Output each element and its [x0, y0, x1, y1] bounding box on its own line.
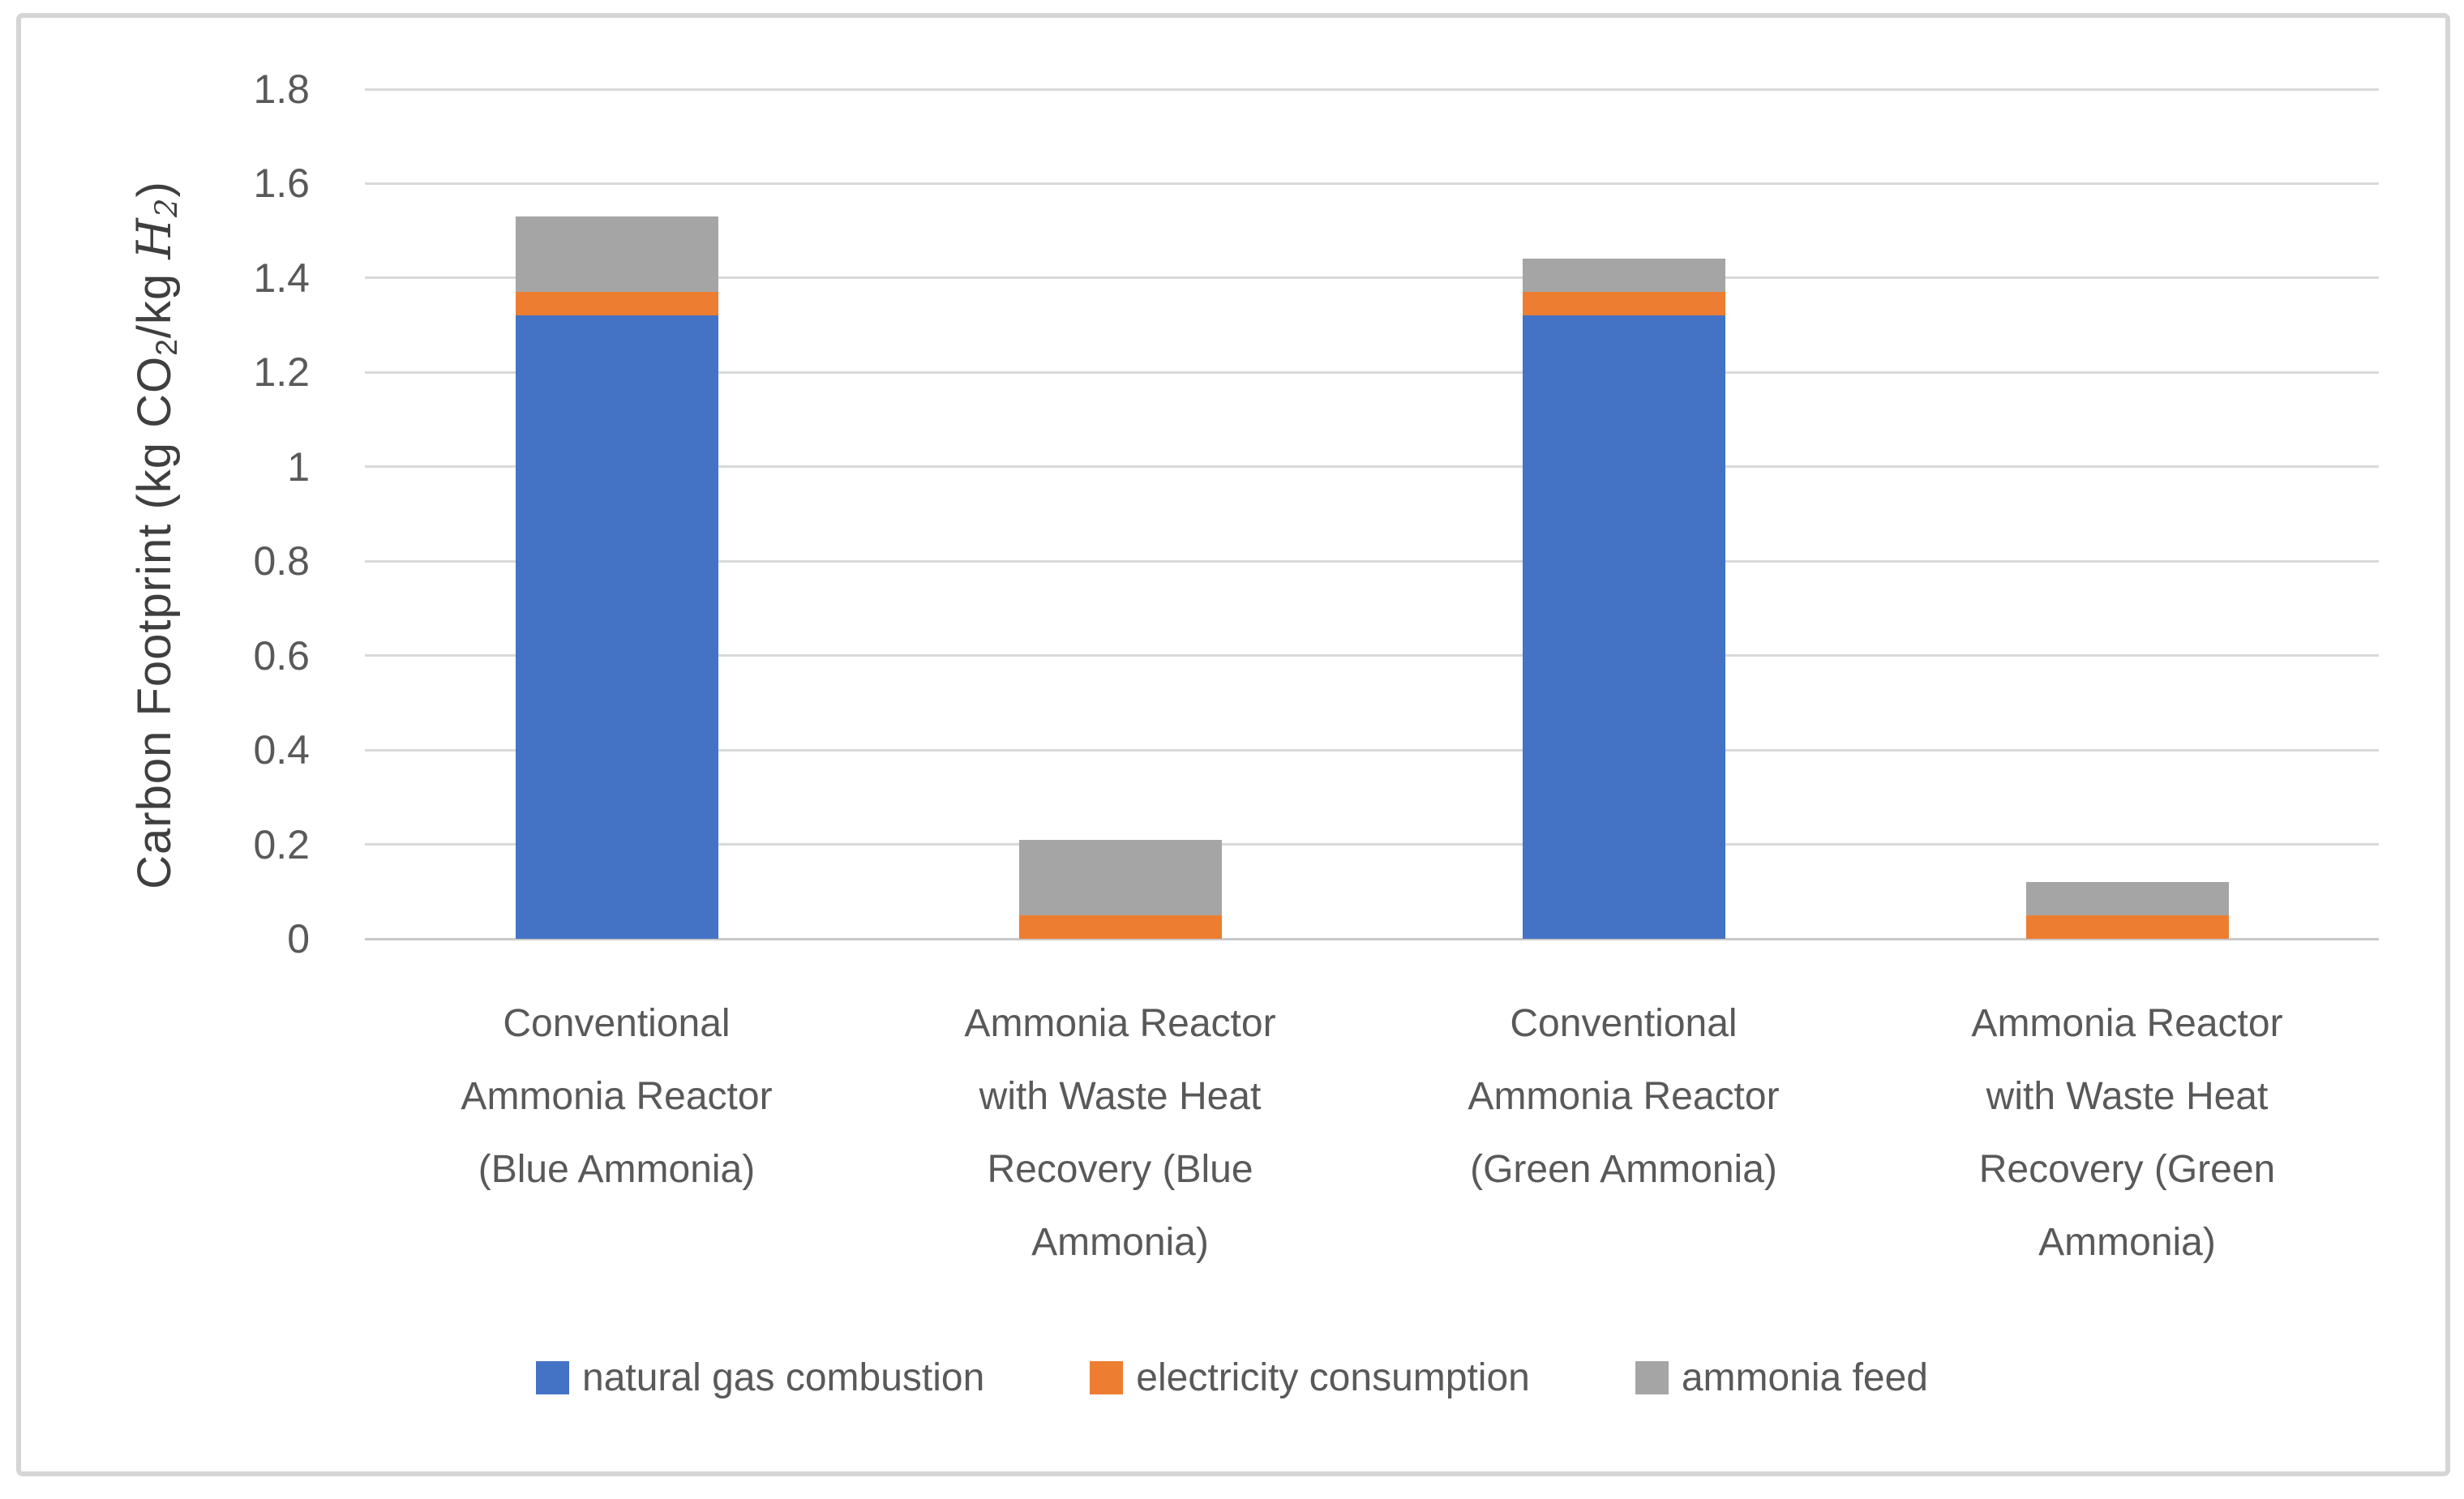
legend-item-electricity-consumption: electricity consumption — [1090, 1356, 1530, 1400]
gridline — [365, 560, 2379, 563]
bar-segment-natural-gas-combustion-cat3 — [1523, 315, 1725, 939]
x-axis-line — [365, 938, 2379, 940]
gridline — [365, 276, 2379, 279]
bar-segment-natural-gas-combustion-cat1 — [516, 315, 718, 939]
bar-segment-electricity-consumption-cat3 — [1523, 292, 1725, 315]
category-label-line: (Blue Ammonia) — [478, 1148, 756, 1191]
category-label-line: (Green Ammonia) — [1470, 1148, 1777, 1191]
y-tick-label: 0.6 — [253, 632, 310, 679]
gridline — [365, 465, 2379, 468]
category-label: Ammonia Reactor with Waste Heat Recovery (… — [868, 987, 1372, 1279]
category-label-line: Ammonia Reactor — [1468, 1075, 1780, 1118]
y-tick-label: 1.8 — [253, 66, 310, 112]
category-label: Ammonia Reactor with Waste Heat Recovery (… — [1875, 987, 2379, 1279]
gridline — [365, 88, 2379, 91]
y-tick-label: 0.8 — [253, 538, 310, 585]
category-label: Conventional Ammonia Reactor (Blue Ammonia… — [365, 987, 868, 1279]
category-label-line: with Waste Heat — [979, 1075, 1262, 1118]
x-axis-labels: Conventional Ammonia Reactor (Blue Ammonia… — [365, 987, 2379, 1279]
gridline — [365, 749, 2379, 752]
y-tick-label: 1.4 — [253, 255, 310, 301]
bar-segment-ammonia-feed-cat1 — [516, 216, 718, 292]
y-tick-label: 0.4 — [253, 727, 310, 773]
category-label-line: Ammonia Reactor — [964, 1002, 1276, 1045]
gridline — [365, 654, 2379, 657]
y-tick-label: 1.6 — [253, 161, 310, 207]
chart-outer-border — [16, 13, 2450, 1476]
category-label-line: Conventional — [1510, 1002, 1738, 1045]
category-label-line: Ammonia Reactor — [1971, 1002, 2283, 1045]
gridline — [365, 371, 2379, 374]
category-label-line: Recovery (Green — [1978, 1148, 2276, 1191]
plot-area — [365, 88, 2379, 940]
legend-label: electricity consumption — [1136, 1356, 1530, 1399]
category-label-line: Ammonia) — [2038, 1221, 2216, 1264]
legend-label: natural gas combustion — [582, 1356, 985, 1399]
legend: natural gas combustion electricity consum… — [0, 1356, 2464, 1400]
bar-segment-ammonia-feed-cat3 — [1523, 259, 1725, 292]
bar-segment-electricity-consumption-cat2 — [1019, 915, 1222, 939]
legend-swatch-icon — [536, 1361, 569, 1394]
y-axis-ticks: 1.8 1.6 1.4 1.2 1 0.8 0.6 0.4 0.2 0 — [0, 66, 310, 962]
y-tick-label: 1 — [287, 443, 310, 490]
legend-swatch-icon — [1090, 1361, 1124, 1394]
legend-swatch-icon — [1635, 1361, 1669, 1394]
category-label-line: Recovery (Blue — [987, 1148, 1253, 1191]
y-tick-label: 0.2 — [253, 821, 310, 867]
legend-item-natural-gas-combustion: natural gas combustion — [536, 1356, 984, 1400]
category-label-line: Ammonia Reactor — [461, 1075, 773, 1118]
y-tick-label: 1.2 — [253, 349, 310, 396]
bar-segment-ammonia-feed-cat4 — [2026, 882, 2229, 915]
y-tick-label: 0 — [287, 916, 310, 962]
bar-segment-electricity-consumption-cat1 — [516, 292, 718, 315]
bar-segment-electricity-consumption-cat4 — [2026, 915, 2229, 939]
category-label: Conventional Ammonia Reactor (Green Ammoni… — [1372, 987, 1875, 1279]
category-label-line: with Waste Heat — [1986, 1075, 2269, 1118]
gridline — [365, 182, 2379, 185]
category-label-line: Conventional — [503, 1002, 731, 1045]
bar-segment-ammonia-feed-cat2 — [1019, 840, 1222, 915]
legend-item-ammonia-feed: ammonia feed — [1635, 1356, 1928, 1400]
category-label-line: Ammonia) — [1031, 1221, 1209, 1264]
legend-label: ammonia feed — [1681, 1356, 1928, 1399]
gridline — [365, 843, 2379, 846]
